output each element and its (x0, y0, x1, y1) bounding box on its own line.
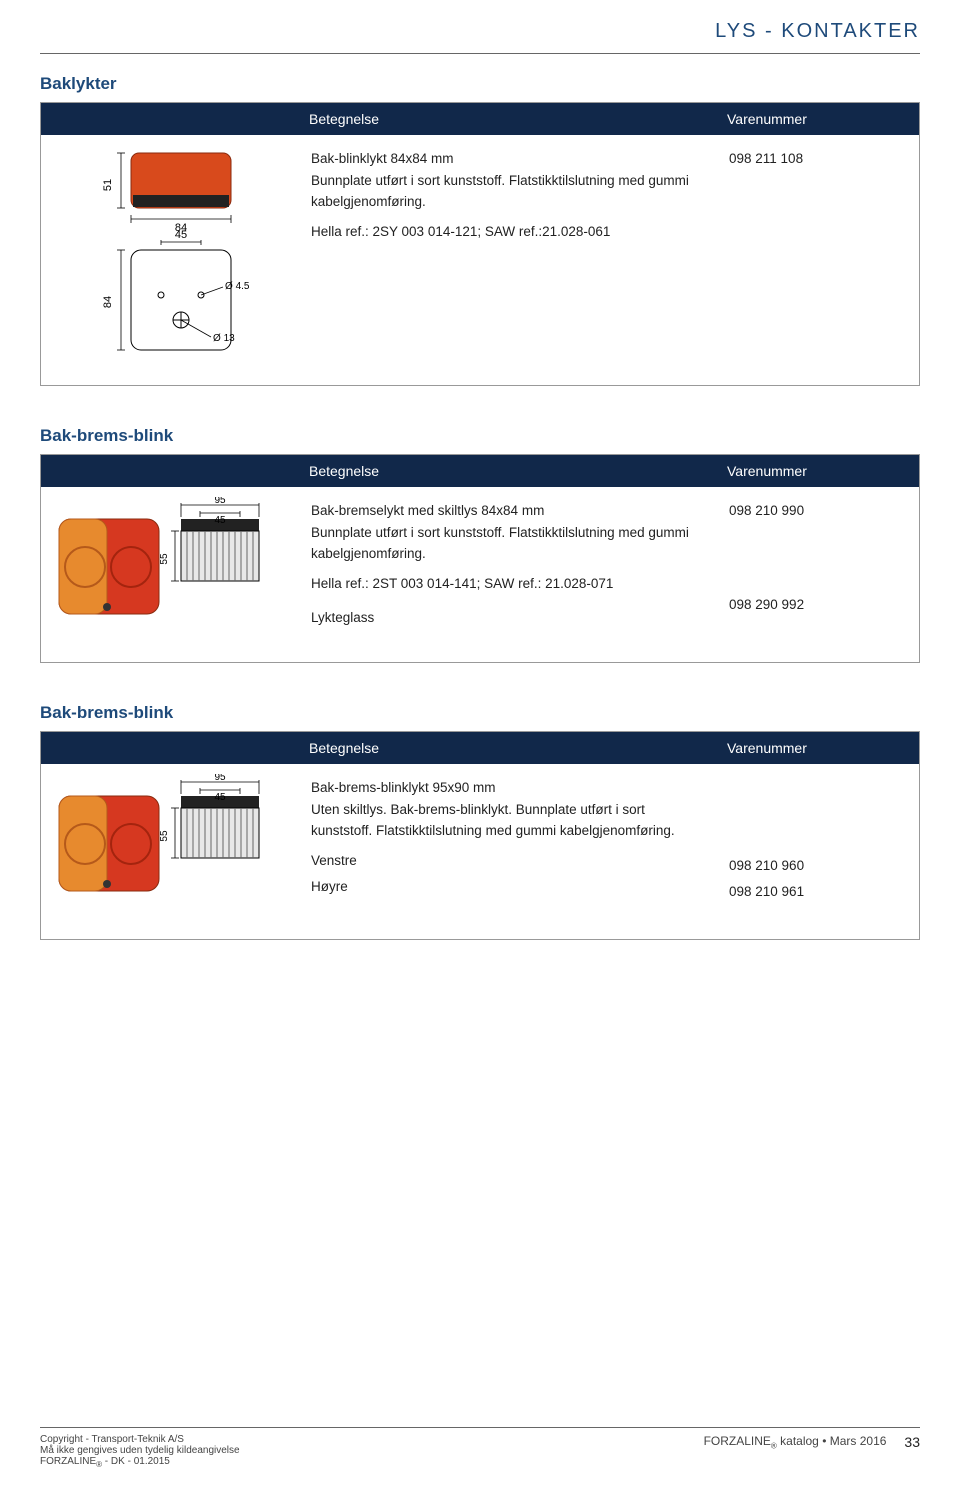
item-title: Bak-blinklykt 84x84 mm (311, 149, 709, 169)
cell-desc: Bak-brems-blinklykt 95x90 mm Uten skiltl… (301, 764, 719, 939)
footer-right: FORZALINE® katalog • Mars 2016 33 (704, 1434, 920, 1450)
extra-label: Lykteglass (311, 608, 709, 628)
dim-95: 95 (214, 774, 226, 783)
dim-d13: Ø 13 (213, 333, 235, 344)
table-header-row: Betegnelse Varenummer (41, 732, 919, 764)
dim-51: 51 (102, 179, 114, 191)
section-title: Bak-brems-blink (40, 703, 920, 723)
cell-desc: Bak-blinklykt 84x84 mm Bunnplate utført … (301, 135, 719, 385)
dim-45: 45 (214, 792, 226, 803)
th-desc: Betegnelse (301, 463, 719, 479)
cell-image: 95 45 55 (41, 764, 301, 939)
th-desc: Betegnelse (301, 111, 719, 127)
section-bak-brems-blink-1: Bak-brems-blink Betegnelse Varenummer (40, 426, 920, 663)
item-title: Bak-brems-blinklykt 95x90 mm (311, 778, 709, 798)
footer-catalog: FORZALINE® katalog • Mars 2016 (704, 1434, 887, 1450)
product-diagram: 95 45 55 (51, 774, 291, 929)
table-row: 51 84 (41, 135, 919, 385)
item-body: Bunnplate utført i sort kunststoff. Flat… (311, 171, 709, 212)
dim-45: 45 (175, 229, 187, 241)
section-table: Betegnelse Varenummer (40, 454, 920, 663)
dim-d45: Ø 4.5 (225, 281, 250, 292)
th-num: Varenummer (719, 111, 919, 127)
section-title: Bak-brems-blink (40, 426, 920, 446)
section-table: Betegnelse Varenummer (40, 731, 920, 940)
dim-h84: 84 (102, 296, 114, 308)
item-body: Uten skiltlys. Bak-brems-blinklykt. Bunn… (311, 800, 709, 841)
product-diagram: 51 84 (61, 145, 281, 375)
page-header: LYS - KONTAKTER (40, 20, 920, 54)
table-row: 95 45 55 Bak-bremselykt med skiltlys 84x… (41, 487, 919, 662)
footer-pagenum: 33 (904, 1434, 920, 1450)
cell-desc: Bak-bremselykt med skiltlys 84x84 mm Bun… (301, 487, 719, 662)
product-diagram: 95 45 55 (51, 497, 291, 652)
item-title: Bak-bremselykt med skiltlys 84x84 mm (311, 501, 709, 521)
th-num: Varenummer (719, 463, 919, 479)
cell-num: 098 210 990 098 290 992 (719, 487, 919, 662)
dim-55: 55 (159, 553, 170, 565)
section-table: Betegnelse Varenummer 51 (40, 102, 920, 386)
section-baklykter: Baklykter Betegnelse Varenummer (40, 74, 920, 386)
cell-image: 51 84 (41, 135, 301, 385)
footer-line3: FORZALINE® - DK - 01.2015 (40, 1456, 240, 1469)
table-header-row: Betegnelse Varenummer (41, 103, 919, 135)
cell-num: 098 211 108 (719, 135, 919, 385)
page-footer: Copyright - Transport-Teknik A/S Må ikke… (40, 1427, 920, 1469)
th-desc: Betegnelse (301, 740, 719, 756)
footer-copyright: Copyright - Transport-Teknik A/S Må ikke… (40, 1434, 240, 1469)
table-row: 95 45 55 Bak-brems-blinklykt 95x90 mm Ut… (41, 764, 919, 939)
dim-45: 45 (214, 515, 226, 526)
th-num: Varenummer (719, 740, 919, 756)
section-bak-brems-blink-2: Bak-brems-blink Betegnelse Varenummer (40, 703, 920, 940)
cell-image: 95 45 55 (41, 487, 301, 662)
row-num-right: 098 210 961 (729, 882, 909, 902)
extra-num: 098 290 992 (729, 595, 909, 615)
item-ref: Hella ref.: 2ST 003 014-141; SAW ref.: 2… (311, 574, 709, 594)
footer-line2: Må ikke gengives uden tydelig kildeangiv… (40, 1445, 240, 1456)
row-label-left: Venstre (311, 851, 709, 871)
cell-num: 098 210 960 098 210 961 (719, 764, 919, 939)
dim-95: 95 (214, 497, 226, 506)
row-label-right: Høyre (311, 877, 709, 897)
dim-55: 55 (159, 830, 170, 842)
item-ref: Hella ref.: 2SY 003 014-121; SAW ref.:21… (311, 222, 709, 242)
footer-line1: Copyright - Transport-Teknik A/S (40, 1434, 240, 1445)
item-num: 098 210 990 (729, 501, 909, 521)
table-header-row: Betegnelse Varenummer (41, 455, 919, 487)
row-num-left: 098 210 960 (729, 856, 909, 876)
item-body: Bunnplate utført i sort kunststoff. Flat… (311, 523, 709, 564)
section-title: Baklykter (40, 74, 920, 94)
